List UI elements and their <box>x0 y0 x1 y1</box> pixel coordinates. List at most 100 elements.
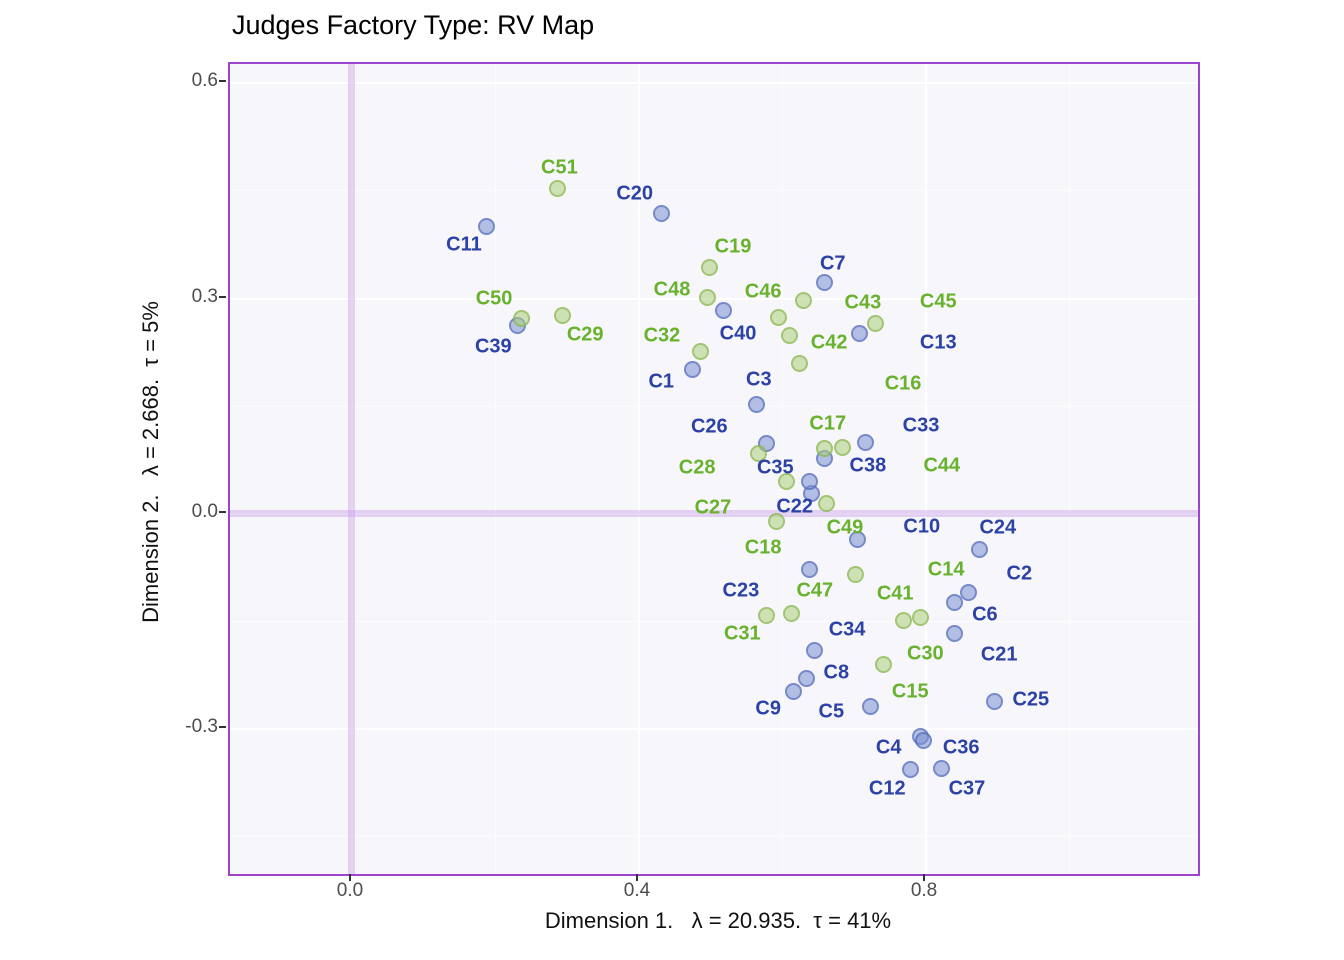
point-label-C2: C2 <box>1006 562 1033 585</box>
point-label-C19: C19 <box>714 235 752 258</box>
point-label-C25: C25 <box>1012 688 1050 711</box>
reference-line-vertical <box>348 64 356 874</box>
point-label-C6: C6 <box>972 603 998 626</box>
x-tick-mark <box>636 874 638 881</box>
x-tick-mark <box>348 874 351 881</box>
gridline-major-y <box>230 728 1198 731</box>
point-C31 <box>757 606 775 624</box>
point-label-C35: C35 <box>756 456 794 479</box>
point-C36 <box>915 732 933 750</box>
gridline-major-y <box>230 512 1198 515</box>
point-C21 <box>945 625 963 643</box>
y-tick-label: 0.6 <box>191 70 218 92</box>
point-C46 <box>769 309 787 327</box>
gridline-minor-y <box>230 620 1198 622</box>
point-label-C13: C13 <box>919 331 957 354</box>
point-C24 <box>970 541 988 559</box>
point-C44 <box>815 440 833 458</box>
point-C3 <box>748 396 766 414</box>
point-C14 <box>911 608 929 626</box>
y-tick-label: 0.3 <box>191 285 218 307</box>
point-C7 <box>816 274 834 292</box>
point-C1 <box>683 361 701 379</box>
point-C37 <box>933 760 951 778</box>
point-C19 <box>700 259 718 277</box>
point-label-C29: C29 <box>566 323 604 346</box>
point-label-C14: C14 <box>927 558 965 581</box>
point-C34 <box>806 641 824 659</box>
point-label-C11: C11 <box>446 233 482 256</box>
point-label-C23: C23 <box>722 579 760 602</box>
point-C6 <box>946 594 964 612</box>
point-C13 <box>850 325 868 343</box>
point-C45 <box>794 291 812 309</box>
gridline-minor-x <box>1069 64 1071 874</box>
point-label-C49: C49 <box>826 516 864 539</box>
point-C47 <box>846 566 864 584</box>
y-tick-label: -0.3 <box>185 716 218 738</box>
point-label-C20: C20 <box>616 182 654 205</box>
point-C29 <box>553 306 571 324</box>
point-C28 <box>750 445 768 463</box>
point-C42 <box>781 326 799 344</box>
gridline-major-x <box>925 64 928 874</box>
gridline-minor-y <box>230 405 1198 407</box>
point-C18 <box>778 473 796 491</box>
point-label-C36: C36 <box>942 736 980 759</box>
point-label-C24: C24 <box>979 516 1017 539</box>
point-label-C15: C15 <box>891 680 929 703</box>
point-label-C22: C22 <box>776 495 814 518</box>
point-label-C26: C26 <box>690 415 728 438</box>
point-label-C9: C9 <box>755 697 781 720</box>
point-label-C43: C43 <box>844 291 882 314</box>
point-label-C28: C28 <box>678 456 716 479</box>
x-tick-label: 0.4 <box>623 880 651 901</box>
gridline-minor-x <box>782 64 784 874</box>
point-C23 <box>800 560 818 578</box>
plot-panel: C1 C2 C3 C4 C5 C6 C7 C8 C9 C10 C11 C12 C13 C14 C15 C16 C… <box>228 62 1200 876</box>
point-label-C45: C45 <box>919 290 957 313</box>
point-C11 <box>478 217 496 235</box>
gridline-major-y <box>230 82 1198 85</box>
point-label-C47: C47 <box>796 579 834 602</box>
point-label-C12: C12 <box>868 777 906 800</box>
point-C35 <box>800 473 818 491</box>
point-C8 <box>797 670 815 688</box>
y-tick-mark <box>219 510 226 513</box>
point-label-C4: C4 <box>875 736 902 759</box>
point-label-C41: C41 <box>876 582 914 605</box>
gridline-minor-y <box>230 836 1198 838</box>
point-C9 <box>784 682 802 700</box>
point-C5 <box>862 697 880 715</box>
x-axis-title: Dimension 1. λ = 20.935. τ = 41% <box>544 908 892 933</box>
point-label-C16: C16 <box>884 372 922 395</box>
point-C51 <box>549 180 567 198</box>
point-C17 <box>833 438 851 456</box>
point-C10 <box>849 531 867 549</box>
y-tick-label: 0.0 <box>191 500 218 522</box>
gridline-major-x <box>350 64 353 874</box>
point-label-C30: C30 <box>906 642 944 665</box>
point-label-C48: C48 <box>653 278 691 301</box>
chart-title: Judges Factory Type: RV Map <box>232 10 595 40</box>
point-C2 <box>959 583 977 601</box>
point-label-C34: C34 <box>828 618 866 641</box>
point-label-C42: C42 <box>810 331 848 354</box>
x-tick-label: 0.8 <box>910 880 938 901</box>
point-label-C44: C44 <box>923 454 961 477</box>
y-tick-mark <box>219 80 226 83</box>
y-axis-title: Dimension 2. λ = 2.668. τ = 5% <box>138 301 163 623</box>
point-label-C21: C21 <box>980 643 1018 666</box>
point-label-C8: C8 <box>823 661 850 684</box>
point-C48 <box>699 288 717 306</box>
point-C20 <box>652 204 670 222</box>
gridline-minor-y <box>230 190 1198 192</box>
point-label-C32: C32 <box>643 324 681 347</box>
point-label-C10: C10 <box>903 515 941 538</box>
point-label-C3: C3 <box>746 368 772 391</box>
point-C25 <box>985 692 1003 710</box>
point-label-C31: C31 <box>723 622 761 645</box>
point-C41 <box>894 612 912 630</box>
point-label-C5: C5 <box>818 700 845 723</box>
